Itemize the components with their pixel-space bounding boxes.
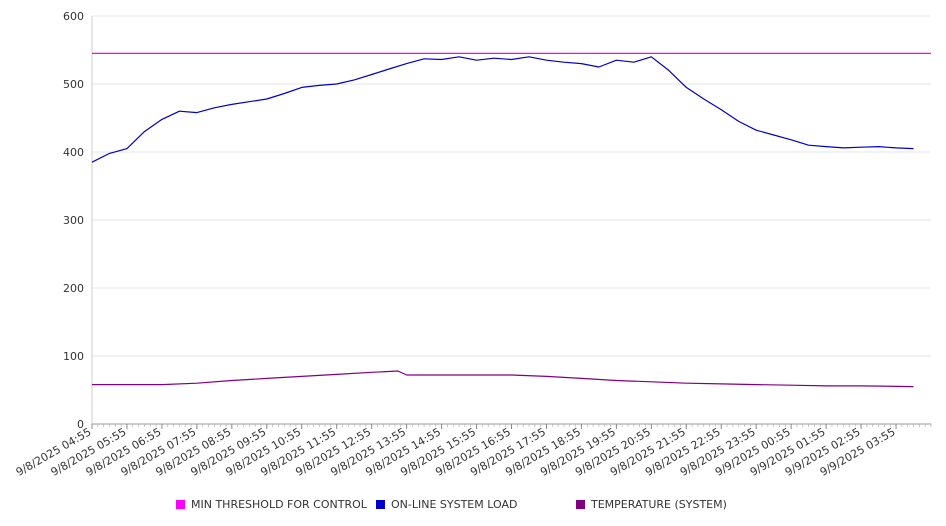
y-tick-label-2: 200: [63, 282, 84, 295]
legend-item-temperature: TEMPERATURE (SYSTEM): [576, 498, 727, 511]
y-tick-label-3: 300: [63, 214, 84, 227]
y-tick-label-0: 0: [77, 418, 84, 431]
legend-label-threshold: MIN THRESHOLD FOR CONTROL: [191, 498, 367, 511]
legend: MIN THRESHOLD FOR CONTROL ON-LINE SYSTEM…: [0, 496, 946, 516]
series-line-1: [91, 56, 914, 163]
legend-label-temperature: TEMPERATURE (SYSTEM): [591, 498, 727, 511]
y-tick-label-5: 500: [63, 78, 84, 91]
legend-item-threshold: MIN THRESHOLD FOR CONTROL: [176, 498, 367, 511]
legend-swatch-temperature: [576, 500, 585, 509]
legend-swatch-load: [376, 500, 385, 509]
legend-swatch-threshold: [176, 500, 185, 509]
series-line-2: [92, 370, 914, 388]
y-tick-label-1: 100: [63, 350, 84, 363]
y-tick-label-6: 600: [63, 10, 84, 23]
legend-label-load: ON-LINE SYSTEM LOAD: [391, 498, 518, 511]
y-tick-label-4: 400: [63, 146, 84, 159]
legend-item-load: ON-LINE SYSTEM LOAD: [376, 498, 517, 511]
